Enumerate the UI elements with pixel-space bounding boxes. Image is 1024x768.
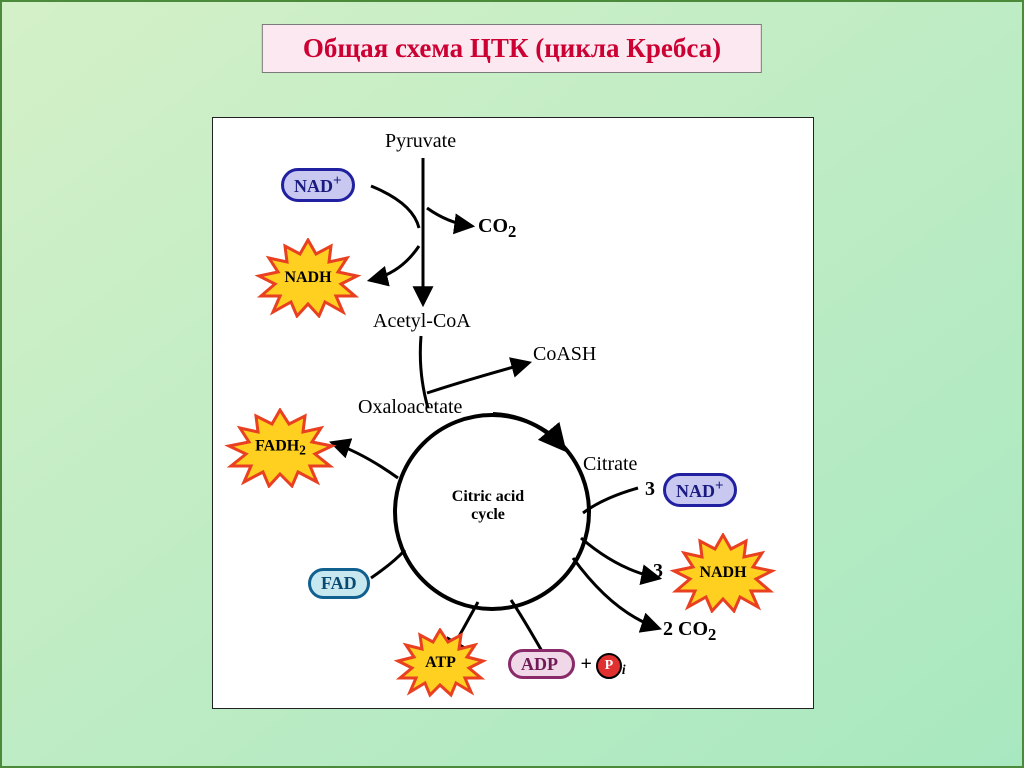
three-prefix-nad: 3 (645, 478, 655, 501)
citrate-label: Citrate (583, 453, 637, 476)
title-text: Общая схема ЦТК (цикла Кребса) (303, 33, 721, 63)
fad-pill: FAD (308, 568, 370, 599)
pi-circle: P (596, 653, 622, 679)
three-prefix-nadh: 3 (653, 560, 663, 583)
title-box: Общая схема ЦТК (цикла Кребса) (262, 24, 762, 73)
adp-pill: ADP (508, 649, 575, 679)
co2-bottom-label: 2 CO2 (663, 618, 716, 645)
nad-plus-top-pill: NAD+ (281, 168, 355, 202)
pyruvate-label: Pyruvate (385, 130, 456, 153)
acetyl-coa-label: Acetyl-CoA (373, 310, 471, 333)
nadh-top-burst: NADH (253, 238, 363, 318)
plus-sign: + (581, 653, 592, 675)
nad-plus-right-pill: NAD+ (663, 473, 737, 507)
krebs-diagram: Citric acid cycle Pyruvate CO2 Acetyl-Co… (212, 117, 814, 709)
oxaloacetate-label: Oxaloacetate (358, 396, 462, 419)
adp-pi-group: ADP + P i (508, 653, 626, 679)
coash-label: CoASH (533, 343, 596, 366)
nadh-right-burst: NADH (668, 533, 778, 613)
cycle-label: Citric acid cycle (438, 488, 538, 524)
slide: Общая схема ЦТК (цикла Кребса) (0, 0, 1024, 768)
atp-burst: ATP (393, 628, 488, 698)
fadh2-burst: FADH2 (223, 408, 338, 488)
co2-top-label: CO2 (478, 215, 516, 242)
